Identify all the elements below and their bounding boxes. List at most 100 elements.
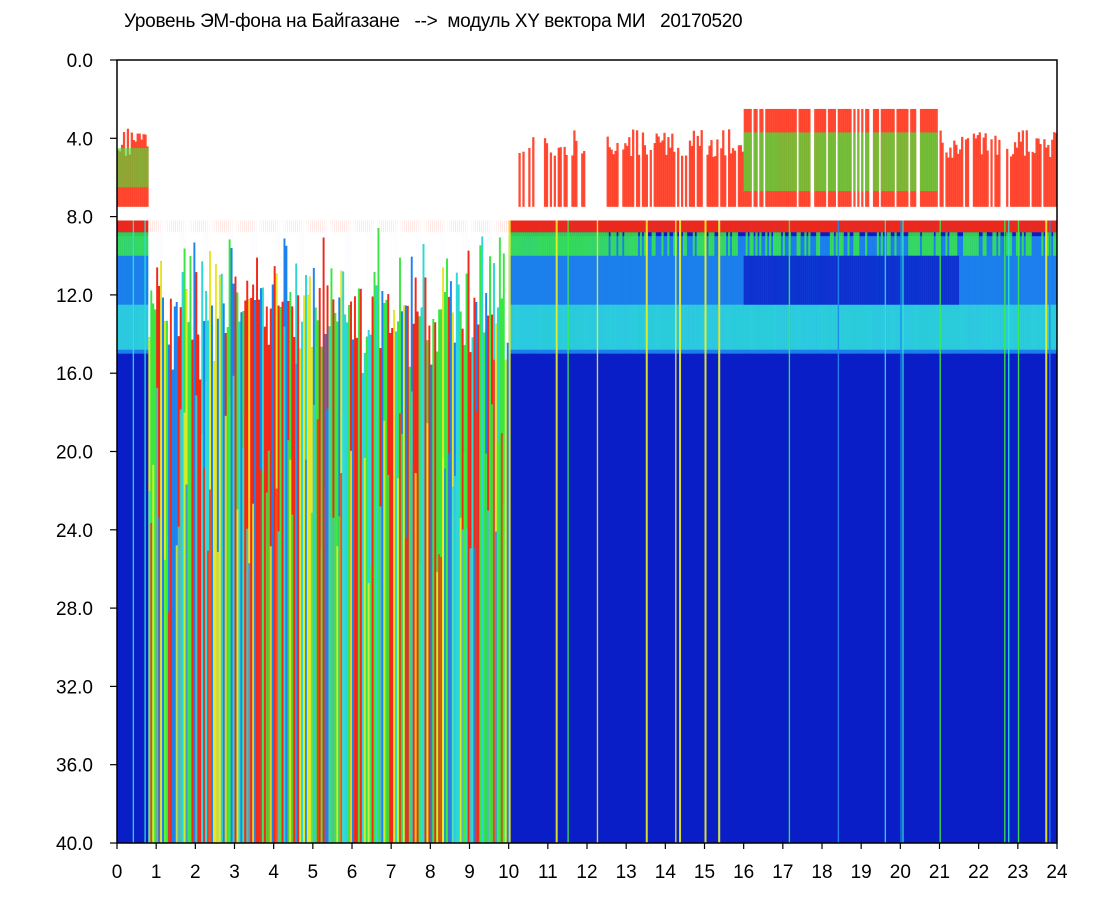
heatmap-cell: [536, 304, 539, 350]
heatmap-cell: [238, 220, 241, 322]
heatmap-cell: [857, 220, 860, 233]
heatmap-cell: [949, 304, 952, 350]
heatmap-cell: [755, 220, 758, 233]
heatmap-cell: [575, 304, 578, 350]
heatmap-cell: [790, 132, 793, 192]
heatmap-cell: [211, 220, 214, 306]
heatmap-cell: [516, 220, 519, 233]
heatmap-cell: [886, 255, 889, 305]
heatmap-cell: [682, 232, 686, 256]
heatmap-cell: [722, 232, 725, 256]
heatmap-cell: [142, 304, 145, 350]
heatmap-cell: [199, 220, 202, 380]
heatmap-cell: [720, 232, 723, 256]
heatmap-cell: [914, 220, 917, 233]
heatmap-cell: [833, 132, 837, 192]
heatmap-cell: [467, 220, 470, 251]
heatmap-cell: [782, 232, 786, 256]
heatmap-cell: [729, 220, 733, 233]
heatmap-cell: [974, 236, 978, 354]
heatmap-streak: [884, 220, 887, 843]
heatmap-cell: [502, 220, 506, 254]
heatmap-cell: [604, 232, 607, 256]
heatmap-cell: [943, 304, 946, 350]
heatmap-cell: [641, 132, 645, 207]
heatmap-cell: [886, 132, 889, 192]
heatmap-cell: [1002, 220, 1005, 233]
heatmap-cell: [1051, 139, 1054, 207]
heatmap-cell: [919, 220, 923, 233]
heatmap-cell: [1013, 142, 1017, 207]
heatmap-cell: [569, 220, 572, 233]
heatmap-cell: [1021, 130, 1025, 207]
heatmap-cell: [729, 236, 733, 354]
heatmap-cell: [720, 148, 723, 207]
heatmap-cell: [945, 152, 948, 207]
heatmap-cell: [553, 304, 556, 350]
heatmap-cell: [992, 236, 995, 354]
heatmap-cell: [822, 132, 825, 192]
heatmap-cell: [357, 288, 361, 843]
heatmap-streak: [508, 220, 511, 843]
heatmap-cell: [769, 304, 772, 350]
heatmap-cell: [964, 304, 968, 350]
heatmap-cell: [473, 220, 476, 298]
heatmap-cell: [692, 220, 696, 233]
heatmap-cell: [796, 232, 799, 256]
heatmap-cell: [618, 232, 621, 256]
heatmap-cell: [322, 487, 325, 843]
heatmap-streak: [1004, 220, 1006, 843]
heatmap-cell: [755, 304, 758, 350]
heatmap-cell: [818, 220, 821, 233]
heatmap-cell: [1011, 154, 1015, 207]
heatmap-cell: [485, 453, 488, 843]
heatmap-cell: [385, 299, 388, 843]
heatmap-cell: [1021, 232, 1025, 256]
heatmap-cell: [557, 220, 560, 233]
heatmap-cell: [447, 453, 451, 843]
y-tick-label: 32.0: [56, 677, 93, 698]
heatmap-cell: [949, 232, 952, 256]
heatmap-cell: [751, 220, 754, 233]
heatmap-cell: [475, 411, 478, 843]
heatmap-cell: [630, 220, 633, 233]
heatmap-cell: [635, 236, 639, 354]
heatmap-cell: [318, 288, 321, 843]
heatmap-cell: [152, 464, 155, 843]
heatmap-cell: [518, 304, 521, 350]
heatmap-cell: [896, 304, 899, 350]
heatmap-cell: [1029, 304, 1032, 350]
heatmap-cell: [606, 136, 609, 207]
heatmap-cell: [346, 220, 349, 323]
heatmap-cell: [400, 434, 404, 843]
heatmap-cell: [220, 220, 224, 274]
heatmap-cell: [1053, 236, 1056, 354]
heatmap-area: [117, 108, 1057, 843]
heatmap-cell: [984, 232, 987, 256]
heatmap-cell: [647, 236, 650, 354]
heatmap-cell: [167, 344, 171, 843]
heatmap-cell: [870, 304, 874, 350]
heatmap-cell: [874, 304, 878, 350]
heatmap-cell: [426, 423, 429, 843]
heatmap-cell: [906, 132, 909, 192]
heatmap-cell: [444, 220, 447, 293]
heatmap-cell: [876, 255, 880, 305]
heatmap-streak: [718, 220, 721, 843]
heatmap-cell: [749, 255, 752, 305]
heatmap-cell: [600, 220, 603, 233]
heatmap-cell: [804, 255, 807, 305]
heatmap-cell: [1049, 157, 1052, 207]
heatmap-cell: [724, 304, 727, 350]
y-tick-label: 40.0: [56, 834, 93, 855]
heatmap-cell: [193, 220, 196, 243]
heatmap-cell: [857, 232, 860, 256]
heatmap-cell: [510, 304, 513, 350]
heatmap-cell: [731, 304, 735, 350]
heatmap-cell: [383, 220, 386, 304]
heatmap-cell: [314, 220, 318, 308]
heatmap-cell: [843, 220, 846, 233]
heatmap-cell: [363, 220, 367, 353]
heatmap-cell: [328, 326, 331, 843]
heatmap-cell: [571, 236, 574, 354]
